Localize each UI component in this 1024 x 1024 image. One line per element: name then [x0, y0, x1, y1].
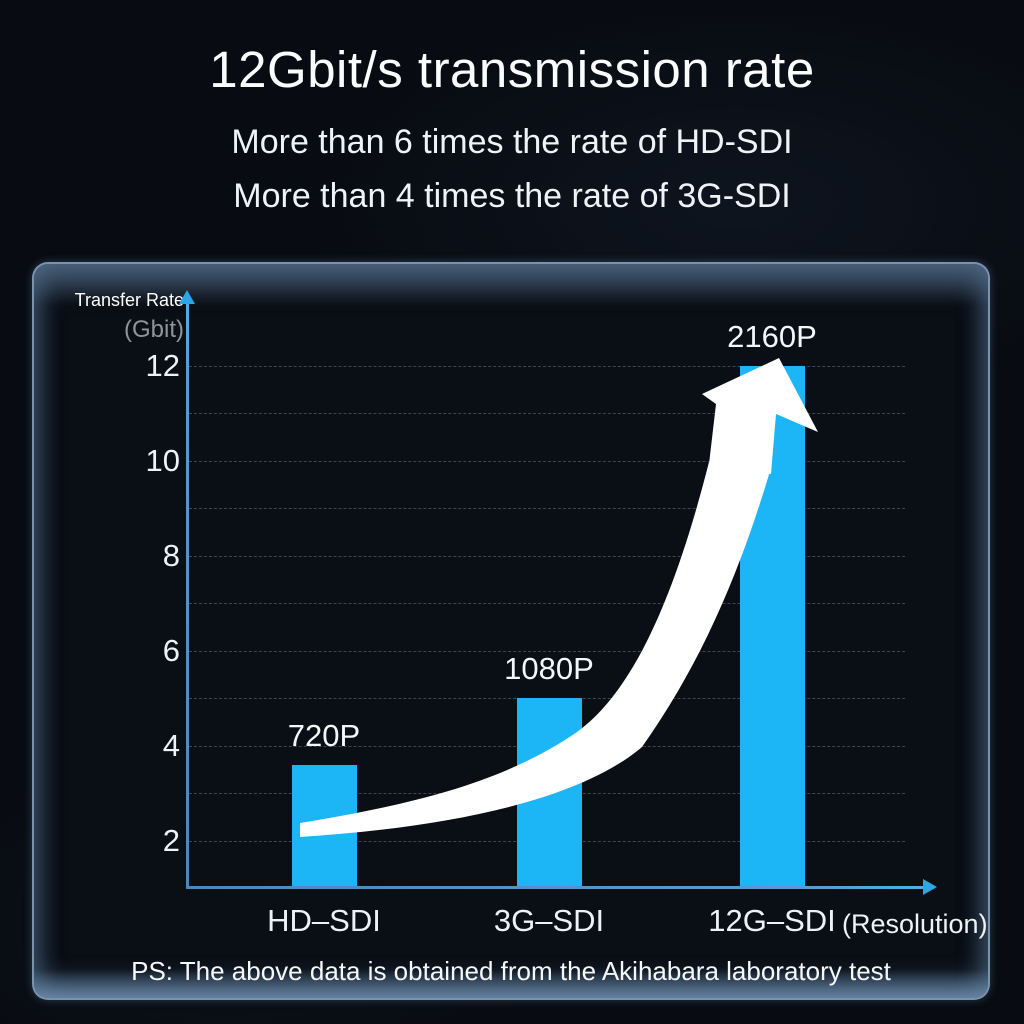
chart-footnote: PS: The above data is obtained from the …	[131, 956, 891, 986]
bar	[739, 365, 805, 889]
y-axis-unit: (Gbit)	[124, 316, 184, 343]
bar-resolution-label: 2160P	[727, 318, 817, 354]
grid-line	[189, 460, 905, 462]
subtitle-line-1: More than 6 times the rate of HD-SDI	[231, 123, 793, 161]
panel-bottom-glow	[34, 968, 988, 998]
x-category-label: 12G–SDI	[708, 903, 836, 938]
y-tick-label: 8	[162, 537, 180, 573]
plot-area: Transfer Rate (Gbit) 2 4 6 8 10 12 720P 1080P 2…	[34, 264, 988, 998]
y-tick-label: 6	[162, 632, 180, 668]
y-axis-title: Transfer Rate	[74, 290, 184, 310]
page-title: 12Gbit/s transmission rate	[209, 41, 815, 98]
page-header: 12Gbit/s transmission rate More than 6 t…	[0, 0, 1024, 217]
x-category-label: 3G–SDI	[493, 903, 605, 938]
x-axis-line	[186, 886, 924, 889]
bar-resolution-label: 720P	[287, 717, 361, 753]
x-axis-unit-label: (Resolution)	[842, 909, 988, 939]
bar	[291, 764, 357, 889]
subtitle-line-2: More than 4 times the rate of 3G-SDI	[233, 177, 791, 215]
y-axis-line	[186, 302, 189, 888]
chart-panel: Transfer Rate (Gbit) 2 4 6 8 10 12 720P 1080P 2…	[32, 262, 990, 1000]
x-axis-arrowhead-icon	[923, 879, 937, 895]
y-axis-arrowhead-icon	[179, 290, 195, 304]
y-tick-label: 4	[162, 727, 180, 763]
y-tick-label: 12	[145, 347, 180, 383]
bar-resolution-label: 1080P	[504, 651, 594, 686]
x-category-label: HD–SDI	[267, 903, 381, 938]
y-tick-label: 10	[145, 442, 180, 478]
bar	[516, 698, 582, 889]
grid-line	[189, 365, 905, 367]
grid-line	[189, 413, 905, 414]
y-tick-label: 2	[162, 822, 180, 858]
